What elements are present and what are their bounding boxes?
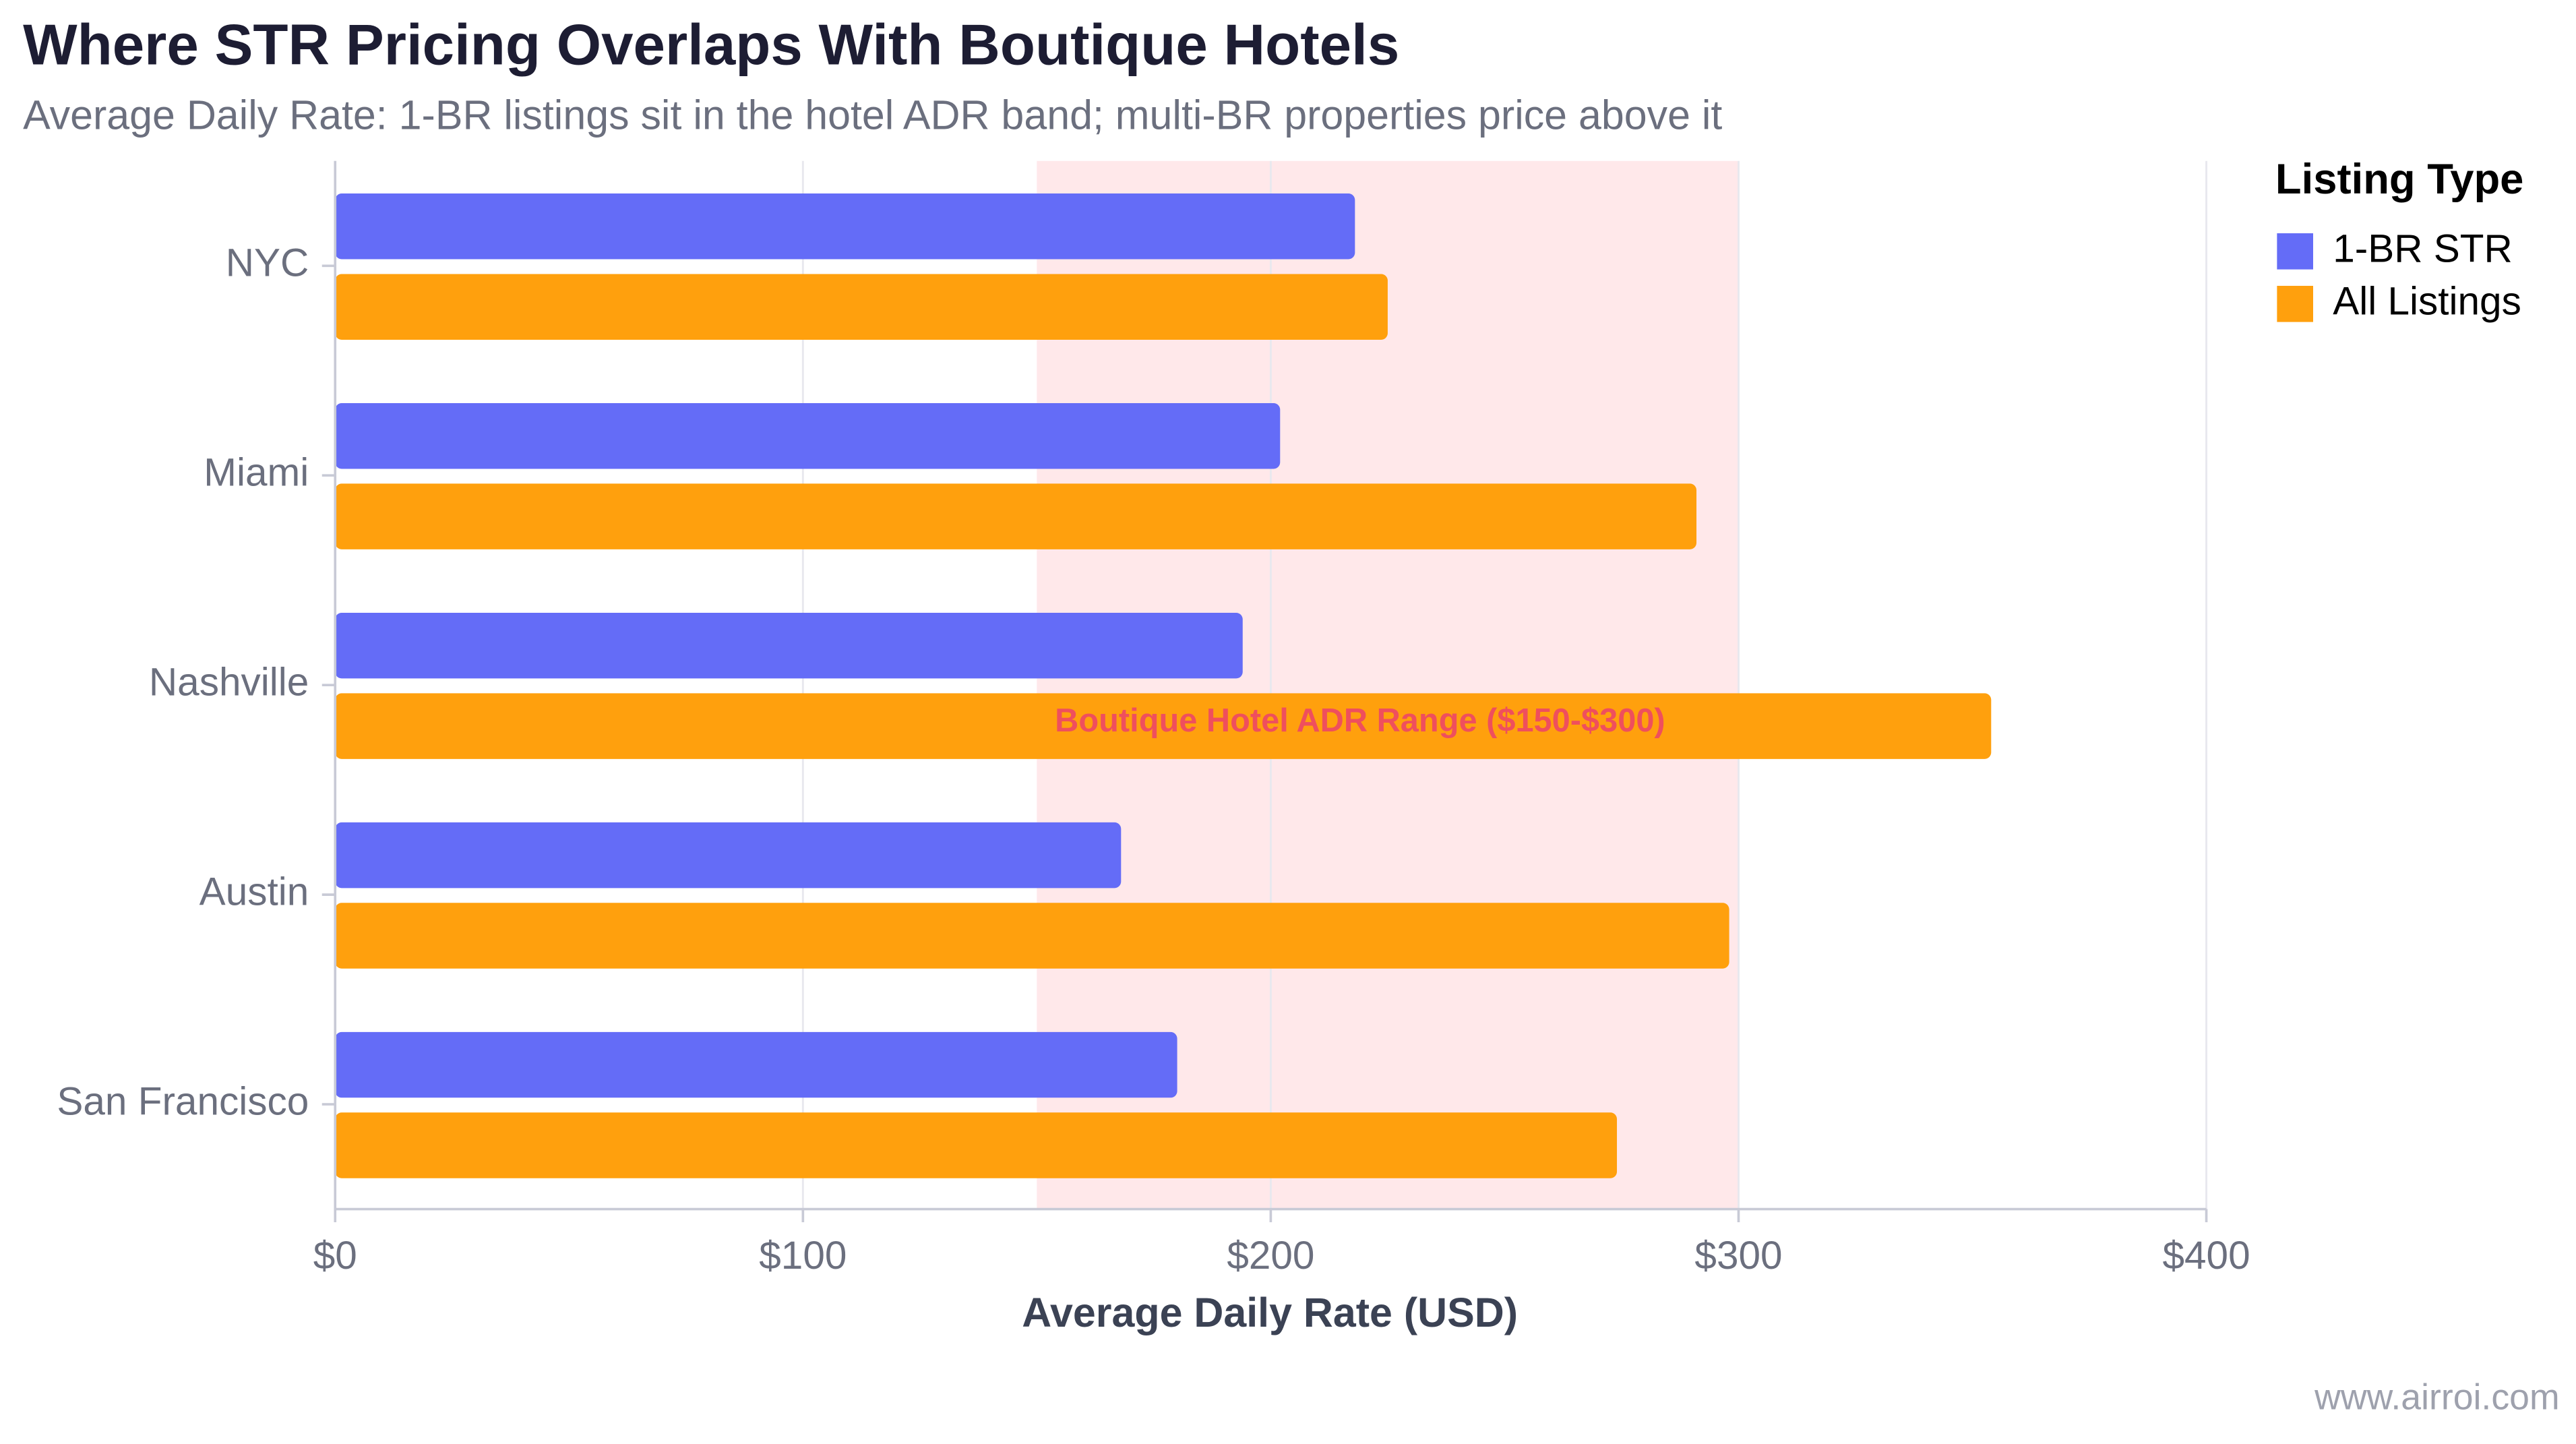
x-axis-label: Average Daily Rate (USD) (1022, 1290, 1518, 1335)
x-tick-label: $0 (313, 1234, 357, 1277)
legend-title: Listing Type (2275, 156, 2523, 203)
bar (335, 822, 1122, 889)
bar (335, 1031, 1177, 1098)
bar (335, 693, 1992, 759)
legend-swatch (2277, 286, 2313, 322)
band-annotation: Boutique Hotel ADR Range ($150-$300) (1055, 702, 1665, 739)
y-tick-label: Miami (204, 451, 309, 495)
y-tick-label: Nashville (149, 661, 309, 704)
source: www.airroi.com (2314, 1377, 2559, 1417)
bar (335, 274, 1388, 340)
x-tick-label: $100 (759, 1234, 847, 1277)
legend-swatch (2277, 233, 2313, 270)
y-tick-label: San Francisco (57, 1080, 309, 1124)
plot (334, 160, 2208, 1209)
bar (335, 193, 1355, 260)
bar (335, 403, 1281, 469)
chart-subtitle: Average Daily Rate: 1-BR listings sit in… (23, 92, 1722, 138)
bar (335, 903, 1729, 969)
legend-label: 1-BR STR (2333, 227, 2513, 270)
y-tick-label: NYC (226, 241, 309, 285)
legend-label: All Listings (2333, 279, 2521, 323)
x-tick-label: $300 (1694, 1234, 1782, 1277)
x-tick-label: $400 (2162, 1234, 2250, 1277)
bar (335, 1112, 1618, 1178)
bar (335, 612, 1243, 679)
bar (335, 483, 1697, 549)
x-tick-label: $200 (1227, 1234, 1314, 1277)
y-tick-label: Austin (200, 870, 309, 914)
chart-title: Where STR Pricing Overlaps With Boutique… (23, 13, 1399, 78)
